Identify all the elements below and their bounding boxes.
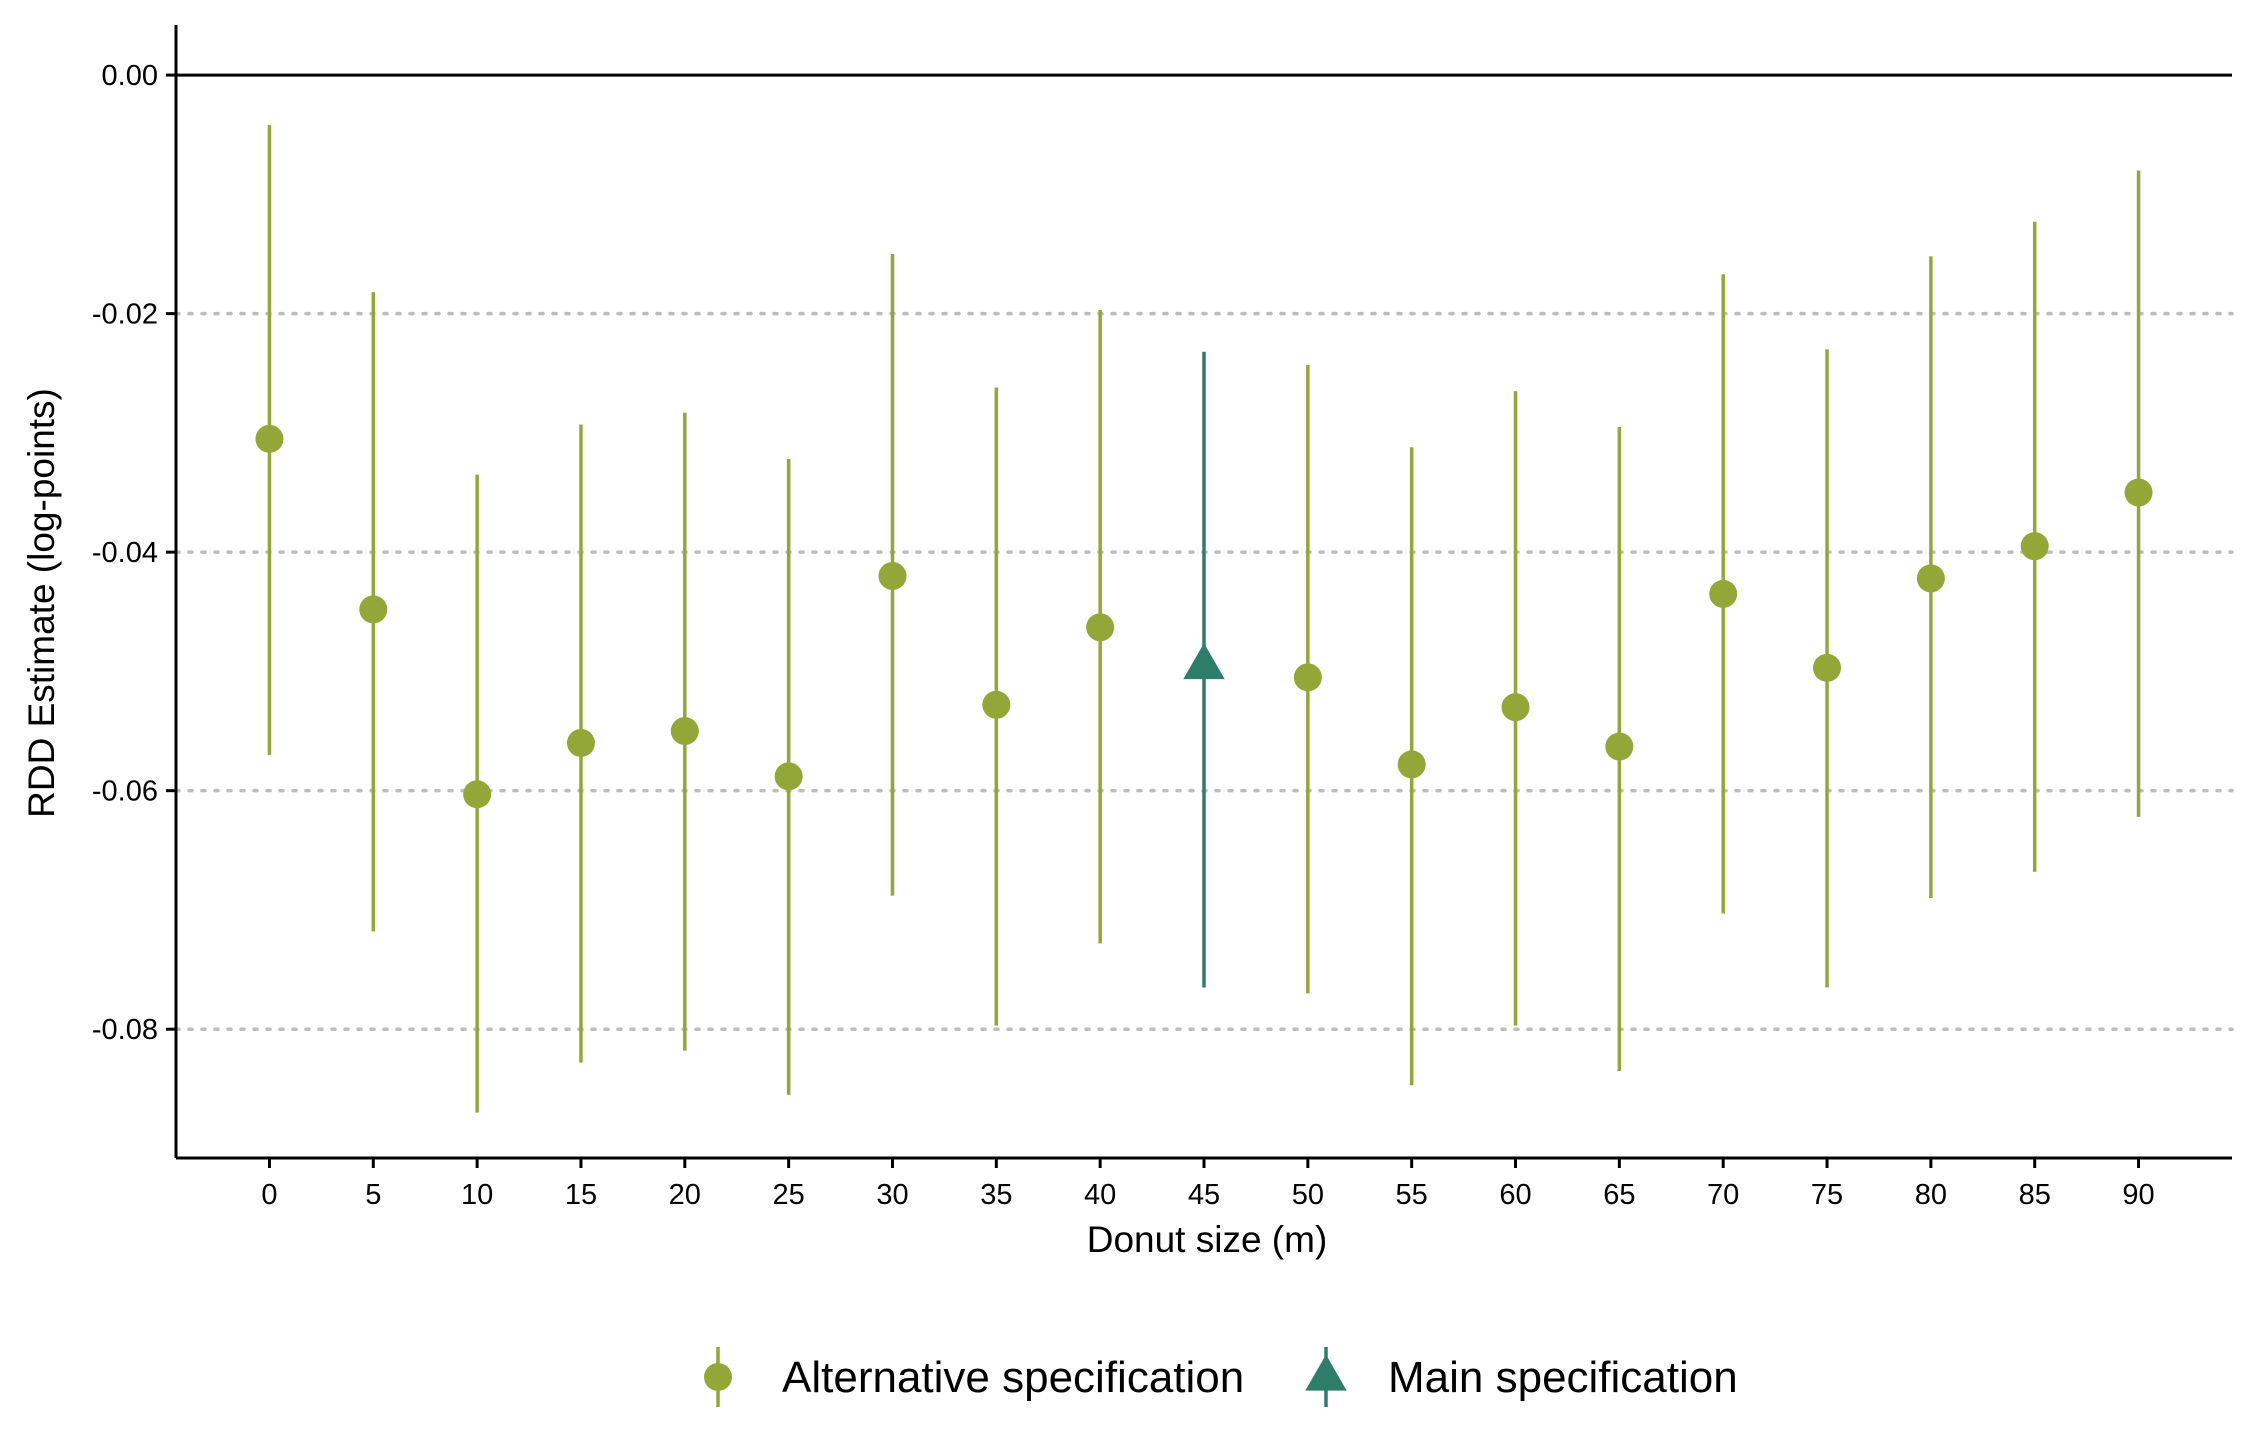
x-tick-label: 65 <box>1603 1179 1635 1211</box>
x-tick-label: 25 <box>773 1179 805 1211</box>
alternative-estimate-20 <box>670 412 699 1051</box>
point-circle <box>1086 613 1115 642</box>
point-circle <box>878 561 907 590</box>
legend-key-alternative <box>704 1347 732 1407</box>
point-circle <box>774 762 803 791</box>
point-circle <box>982 690 1011 719</box>
point-circle <box>1605 732 1634 761</box>
tick-labels: 0.00 -0.02 -0.04 -0.06 -0.08 0 5 10 15 20 25 30 35 40… <box>92 60 2155 1211</box>
alternative-estimate-55 <box>1397 447 1426 1086</box>
y-axis-title: RDD Estimate (log-points) <box>21 388 62 818</box>
point-triangle <box>1183 643 1225 680</box>
x-tick-label: 90 <box>2122 1179 2154 1211</box>
point-circle <box>2124 478 2153 507</box>
legend-label-alternative: Alternative specification <box>782 1353 1244 1402</box>
y-tick-label: -0.06 <box>92 776 158 808</box>
x-tick-label: 30 <box>876 1179 908 1211</box>
x-tick-label: 5 <box>365 1179 381 1211</box>
legend: Alternative specification Main specifica… <box>704 1347 1738 1407</box>
alternative-estimate-0 <box>255 125 284 755</box>
point-circle <box>255 424 284 453</box>
legend-key-main <box>1305 1347 1347 1407</box>
point-circle <box>1293 663 1322 692</box>
x-tick-label: 20 <box>669 1179 701 1211</box>
alternative-estimate-50 <box>1293 364 1322 994</box>
main-estimate-45 <box>1183 351 1225 988</box>
alternative-estimate-65 <box>1605 426 1634 1071</box>
point-circle <box>1916 564 1945 593</box>
x-tick-label: 40 <box>1084 1179 1116 1211</box>
y-tick-label: -0.08 <box>92 1014 158 1046</box>
alternative-estimate-10 <box>463 474 492 1113</box>
x-tick-label: 50 <box>1292 1179 1324 1211</box>
point-circle <box>670 717 699 746</box>
alternative-estimate-60 <box>1501 391 1530 1026</box>
point-circle <box>1501 693 1530 722</box>
alternative-estimate-25 <box>774 459 803 1095</box>
x-tick-label: 70 <box>1707 1179 1739 1211</box>
alternative-estimate-80 <box>1916 256 1945 899</box>
x-tick-label: 75 <box>1811 1179 1843 1211</box>
alternative-estimate-15 <box>566 424 595 1063</box>
alternative-estimate-40 <box>1086 310 1115 944</box>
point-circle <box>463 780 492 809</box>
point-circle <box>1813 653 1842 682</box>
x-tick-label: 60 <box>1499 1179 1531 1211</box>
y-tick-label: -0.02 <box>92 299 158 331</box>
point-circle <box>359 595 388 624</box>
alternative-estimate-85 <box>2020 221 2049 872</box>
point-circle <box>2020 532 2049 561</box>
y-tick-label: -0.04 <box>92 537 158 569</box>
alternative-estimate-30 <box>878 253 907 896</box>
x-tick-label: 10 <box>461 1179 493 1211</box>
point-circle <box>566 728 595 757</box>
alternative-estimate-5 <box>359 292 388 932</box>
axes <box>166 25 2232 1168</box>
point-circle <box>1709 579 1738 608</box>
x-tick-label: 15 <box>565 1179 597 1211</box>
data-marks <box>255 125 2153 1113</box>
x-tick-label: 55 <box>1396 1179 1428 1211</box>
legend-key-triangle <box>1305 1354 1347 1391</box>
x-tick-label: 45 <box>1188 1179 1220 1211</box>
point-circle <box>1397 750 1426 779</box>
y-tick-label: 0.00 <box>102 60 158 92</box>
x-tick-label: 80 <box>1915 1179 1947 1211</box>
x-tick-label: 85 <box>2019 1179 2051 1211</box>
x-tick-label: 0 <box>261 1179 277 1211</box>
alternative-estimate-70 <box>1709 274 1738 914</box>
legend-label-main: Main specification <box>1388 1353 1738 1402</box>
alternative-estimate-75 <box>1813 349 1842 988</box>
x-tick-label: 35 <box>980 1179 1012 1211</box>
alternative-estimate-90 <box>2124 170 2153 817</box>
x-axis-title: Donut size (m) <box>1087 1219 1328 1260</box>
legend-key-circle <box>704 1363 732 1391</box>
alternative-estimate-35 <box>982 387 1011 1026</box>
